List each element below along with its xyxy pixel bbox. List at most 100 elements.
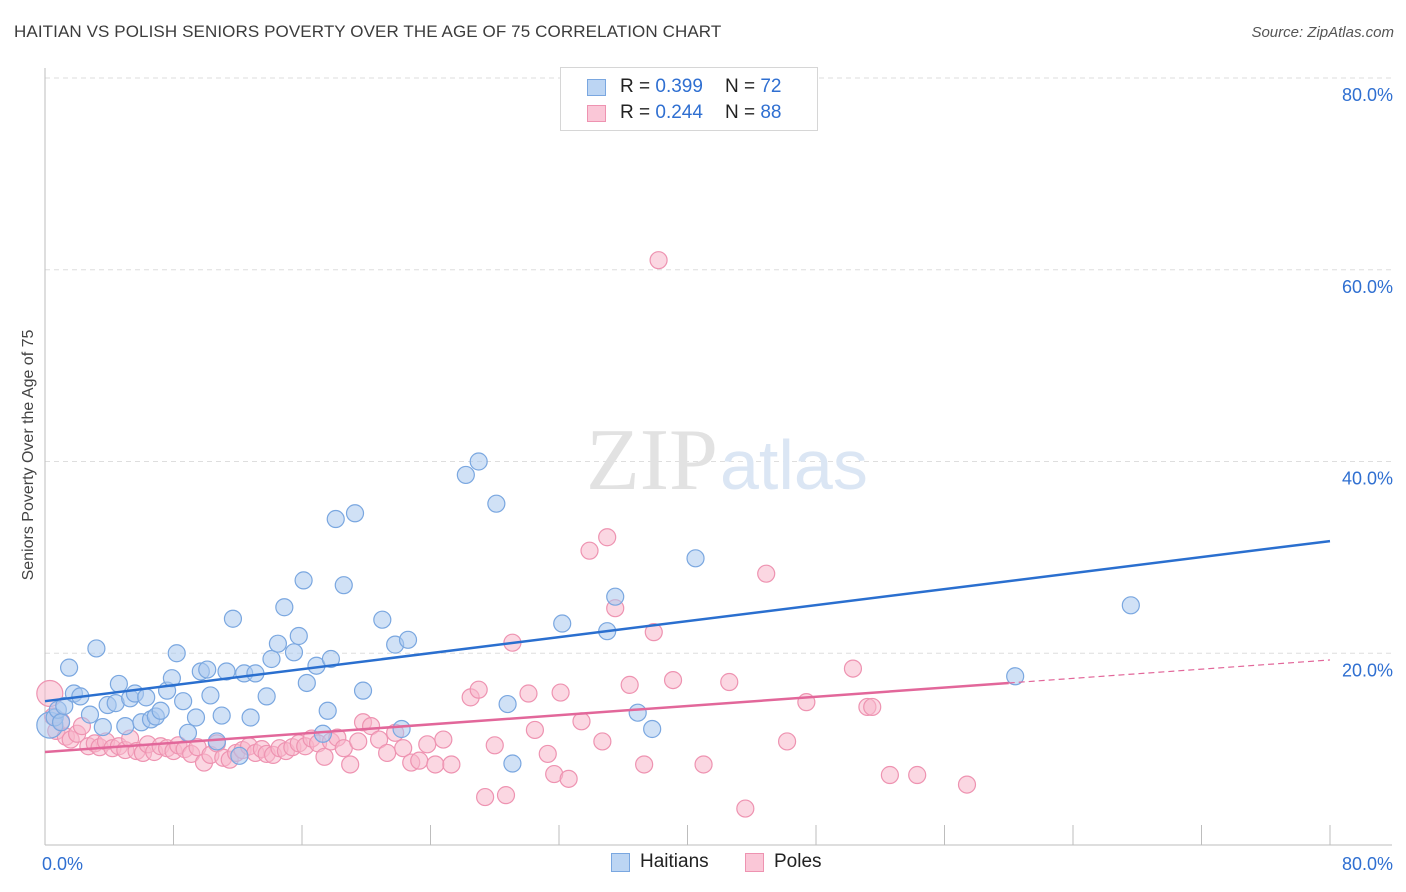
haitians-point [262, 649, 281, 669]
poles-point [418, 735, 437, 754]
haitians-point [606, 587, 625, 606]
haitians-point [318, 701, 337, 720]
haitians-point [223, 609, 243, 628]
poles-point [394, 739, 413, 758]
poles-point [434, 730, 453, 749]
y-tick-label: 80.0% [1342, 85, 1393, 105]
poles-trend-extension [1008, 659, 1331, 684]
poles-point [635, 755, 654, 774]
poles-point [720, 672, 739, 692]
haitians-point [284, 643, 304, 662]
haitians-point [553, 614, 572, 633]
poles-swatch [587, 104, 606, 122]
poles-legend-label: Poles [774, 851, 822, 872]
haitians-point [93, 717, 112, 737]
poles-point [519, 684, 538, 703]
poles-point [649, 251, 668, 270]
r-value: 0.399 [655, 76, 703, 97]
haitians-points [36, 452, 1140, 773]
r-label: R = [620, 76, 651, 97]
haitians-point [51, 713, 71, 732]
poles-point [863, 697, 882, 717]
axes [44, 68, 1392, 846]
haitians-point [268, 634, 288, 653]
poles-point [341, 755, 360, 774]
tick-labels: 20.0% 40.0% 60.0% 80.0% 0.0% 80.0% [42, 85, 1393, 874]
haitians-point [373, 610, 392, 629]
haitians-point [109, 674, 128, 694]
poles-point [880, 765, 899, 785]
poles-point [378, 743, 397, 763]
poles-point [694, 755, 713, 774]
haitians-point [87, 639, 106, 658]
n-value: 72 [760, 76, 782, 97]
poles-point [361, 717, 381, 736]
haitians-point [686, 549, 705, 568]
x-tick-label: 80.0% [1342, 854, 1393, 874]
haitians-point [334, 576, 353, 595]
poles-point [426, 755, 445, 774]
chart-title: HAITIAN VS POLISH SENIORS POVERTY OVER T… [14, 22, 722, 41]
watermark-atlas: atlas [720, 426, 868, 504]
haitians-point [151, 701, 170, 720]
poles-point [525, 720, 545, 740]
poles-point [736, 799, 755, 818]
haitians-point [289, 626, 308, 646]
n-label: N = [724, 76, 756, 97]
y-tick-label: 60.0% [1342, 277, 1393, 297]
r-label: R = [620, 102, 651, 123]
legend-row-poles: R = 0.244 N = 88 [587, 101, 781, 125]
watermark-zip: ZIP [586, 412, 718, 509]
poles-point [777, 732, 797, 751]
haitians-swatch [587, 78, 606, 96]
poles-point [442, 755, 461, 774]
poles-point [663, 670, 683, 690]
poles-point [572, 712, 591, 731]
haitians-point [313, 724, 332, 743]
poles-point [757, 564, 776, 583]
poles-point [410, 751, 429, 770]
grid-lines [45, 77, 1392, 654]
haitians-point [498, 694, 517, 714]
poles-point [551, 683, 570, 702]
haitians-point [321, 649, 341, 669]
haitians-point [230, 746, 249, 765]
haitians-point [643, 719, 662, 739]
poles-point [538, 744, 557, 764]
haitians-point [186, 708, 206, 727]
haitians-point [174, 692, 193, 711]
haitians-point [469, 452, 488, 471]
haitians-point [1121, 596, 1140, 615]
poles-point [469, 680, 488, 699]
haitians-point [59, 658, 79, 677]
poles-point [593, 732, 612, 751]
haitians-point [345, 504, 365, 523]
poles-point [315, 747, 334, 766]
haitians-point [167, 644, 186, 663]
poles-point [598, 528, 617, 547]
poles-point [843, 659, 863, 678]
haitians-point [353, 681, 373, 700]
haitians-point [257, 687, 276, 706]
haitians-point [392, 719, 411, 739]
legend-item-haitians: Haitians [611, 851, 709, 873]
poles-point [496, 786, 516, 805]
haitians-point [487, 494, 506, 513]
haitians-point [503, 754, 522, 773]
haitians-legend-swatch [611, 852, 630, 872]
haitians-point [297, 673, 316, 693]
y-tick-label: 40.0% [1342, 469, 1393, 489]
poles-legend-swatch [745, 852, 764, 872]
poles-point [370, 730, 389, 749]
poles-point [349, 732, 368, 751]
poles-point [957, 775, 977, 794]
haitians-point [116, 717, 135, 736]
n-label: N = [724, 102, 756, 123]
stats-legend: R = 0.399 N = 72 R = 0.244 N = 88 [560, 67, 818, 131]
x-tick-label: 0.0% [42, 854, 83, 874]
haitians-point [456, 465, 475, 485]
haitians-point [326, 509, 345, 529]
poles-points [36, 251, 977, 818]
haitians-point [1006, 667, 1025, 686]
